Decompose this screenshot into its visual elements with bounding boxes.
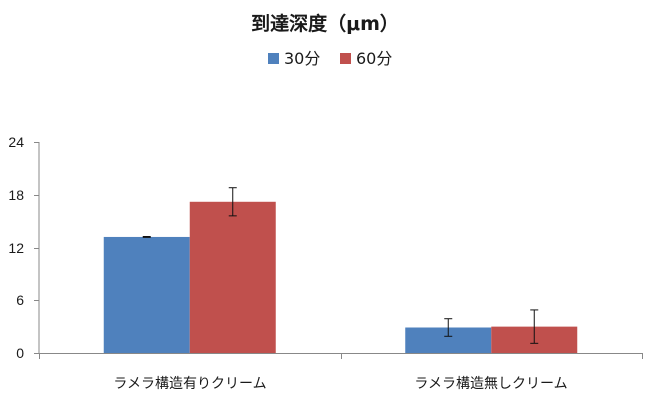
legend-label-60min: 60分 <box>356 49 392 68</box>
legend-swatch-60min <box>340 53 351 64</box>
y-tick-label: 18 <box>8 187 24 203</box>
category-label-without-lamellar: ラメラ構造無しクリーム <box>414 376 567 392</box>
y-tick-label: 24 <box>8 134 24 150</box>
category-label-with-lamellar: ラメラ構造有りクリーム <box>113 376 266 392</box>
legend-label-30min: 30分 <box>284 49 320 68</box>
y-tick-label: 6 <box>16 292 24 308</box>
chart-title: 到達深度（μm） <box>251 12 399 35</box>
plot-area <box>34 142 643 359</box>
bar-60min-with-lamellar <box>189 201 276 353</box>
bar-30min-with-lamellar <box>103 236 190 353</box>
legend: 30分 60分 <box>268 49 392 68</box>
y-tick-label: 12 <box>8 240 24 256</box>
y-tick-label: 0 <box>16 345 24 361</box>
legend-swatch-30min <box>268 53 279 64</box>
